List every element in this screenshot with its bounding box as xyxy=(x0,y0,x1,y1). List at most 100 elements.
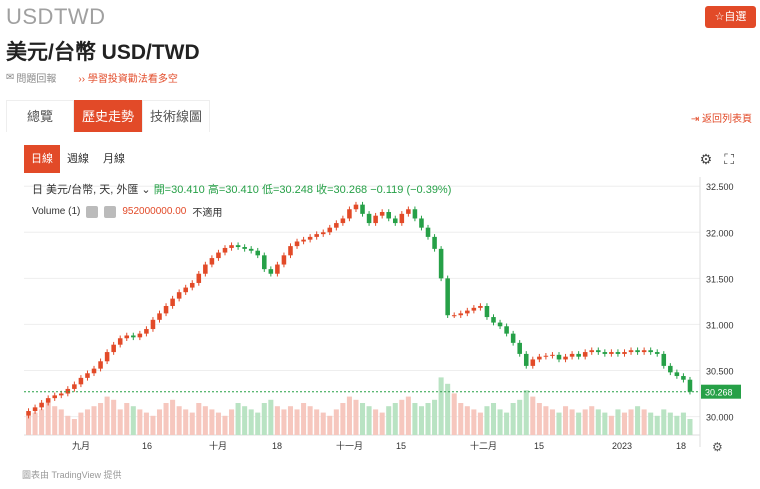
chart-panel: 日線 週線 月線 ⚙ ⛶ 32.500 32.000 31.500 31.000 30.… xyxy=(24,145,742,463)
settings-icon[interactable]: ⚙ xyxy=(699,151,713,167)
volume-bar xyxy=(301,403,307,435)
volume-close-icon[interactable] xyxy=(104,205,117,218)
candle-body xyxy=(347,209,352,219)
volume-bar xyxy=(523,390,529,435)
header-links: ✉ 問題回報 ›› 學習投資勸法看多空 xyxy=(6,70,178,85)
volume-bar xyxy=(490,403,497,435)
volume-settings-icon[interactable] xyxy=(86,205,99,218)
volume-bar xyxy=(504,412,510,435)
tab-history[interactable]: 歷史走勢 xyxy=(74,100,142,132)
volume-bar xyxy=(353,399,359,435)
volume-bar xyxy=(674,415,680,435)
tab-technical[interactable]: 技術線圖 xyxy=(142,100,210,132)
volume-bar xyxy=(360,403,366,435)
volume-bar xyxy=(202,406,208,435)
x-tick-label: 18 xyxy=(676,441,686,451)
candlestick-chart[interactable]: 32.500 32.000 31.500 31.000 30.500 30.000 30.2… xyxy=(24,177,742,463)
candle-body xyxy=(150,319,156,330)
volume-bar xyxy=(418,406,424,435)
candle-body xyxy=(124,335,130,339)
interval-monthly[interactable]: 月線 xyxy=(103,153,125,165)
candle-body xyxy=(268,269,274,274)
candle-body xyxy=(406,209,411,214)
back-to-list-label: 返回列表頁 xyxy=(702,114,752,125)
candle-body xyxy=(550,354,555,356)
volume-bar xyxy=(497,409,503,435)
volume-bar xyxy=(45,403,51,435)
volume-bar xyxy=(111,399,117,435)
candle-body xyxy=(111,344,116,353)
volume-bar xyxy=(405,396,411,435)
interval-weekly[interactable]: 週線 xyxy=(67,153,89,165)
candle-body xyxy=(209,258,215,265)
volume-bar xyxy=(287,406,294,435)
candle-body xyxy=(196,273,202,283)
volume-bar xyxy=(255,412,261,435)
x-tick-label: 十二月 xyxy=(470,440,497,451)
volume-bar xyxy=(189,412,195,435)
candle-body xyxy=(229,245,234,248)
volume-bar xyxy=(91,406,97,435)
volume-bar xyxy=(569,409,575,435)
volume-bar xyxy=(536,403,542,435)
volume-bar xyxy=(399,399,405,435)
volume-bar xyxy=(163,403,169,435)
volume-bar xyxy=(576,412,582,435)
candle-body xyxy=(262,255,267,270)
learn-link-label: 學習投資勸法看多空 xyxy=(87,74,178,85)
axis-settings-icon[interactable]: ⚙ xyxy=(712,440,723,454)
candle-body xyxy=(26,411,31,416)
last-price-badge xyxy=(701,384,741,399)
volume-bar xyxy=(517,399,523,435)
volume-bar xyxy=(530,396,536,435)
candle-body xyxy=(386,212,391,219)
volume-bar xyxy=(137,409,143,435)
volume-legend: Volume (1) 952000000.00 不適用 xyxy=(32,204,222,219)
candle-body xyxy=(582,352,588,357)
x-tick-label: 15 xyxy=(396,441,406,451)
candle-body xyxy=(556,354,562,360)
volume-bar xyxy=(556,412,562,435)
fullscreen-icon[interactable]: ⛶ xyxy=(724,151,734,167)
candle-body xyxy=(609,352,614,354)
candle-body xyxy=(438,248,444,279)
candle-body xyxy=(661,353,667,366)
candle-body xyxy=(72,384,77,389)
volume-bar xyxy=(602,412,608,435)
candle-body xyxy=(58,393,64,396)
volume-bar xyxy=(392,403,398,435)
candle-body xyxy=(668,365,673,373)
volume-bar xyxy=(445,383,451,435)
volume-bar xyxy=(379,412,385,435)
volume-label[interactable]: Volume (1) xyxy=(32,206,81,217)
candle-body xyxy=(504,326,509,334)
interval-daily[interactable]: 日線 xyxy=(24,145,60,173)
volume-bar xyxy=(340,403,346,435)
mail-icon: ✉ xyxy=(6,72,15,83)
volume-value: 952000000.00 xyxy=(122,206,187,217)
report-issue-link[interactable]: 問題回報 xyxy=(16,74,57,85)
volume-bar xyxy=(39,409,45,435)
tab-overview[interactable]: 總覽 xyxy=(6,100,74,132)
candle-body xyxy=(288,246,293,256)
x-tick-label: 16 xyxy=(142,441,152,451)
candle-body xyxy=(569,353,575,357)
candle-body xyxy=(478,306,483,308)
interval-selector: 日線 週線 月線 xyxy=(24,145,132,173)
learn-link[interactable]: ›› 學習投資勸法看多空 xyxy=(78,74,178,85)
back-to-list-link[interactable]: ⇥ 返回列表頁 xyxy=(690,114,752,125)
volume-bar xyxy=(438,377,444,435)
volume-bar xyxy=(209,409,215,435)
legend-change: −0.119 (−0.39%) xyxy=(370,184,452,196)
x-tick-label: 九月 xyxy=(72,441,90,451)
candle-body xyxy=(334,223,339,228)
volume-bar xyxy=(366,406,372,435)
candle-body xyxy=(39,402,44,408)
volume-bar xyxy=(130,406,136,435)
candle-body xyxy=(85,373,90,378)
volume-bar xyxy=(667,412,673,435)
volume-bar xyxy=(543,406,549,435)
candle-body xyxy=(576,353,581,357)
add-watchlist-button[interactable]: ☆自選 xyxy=(705,6,756,28)
candle-body xyxy=(176,292,182,299)
